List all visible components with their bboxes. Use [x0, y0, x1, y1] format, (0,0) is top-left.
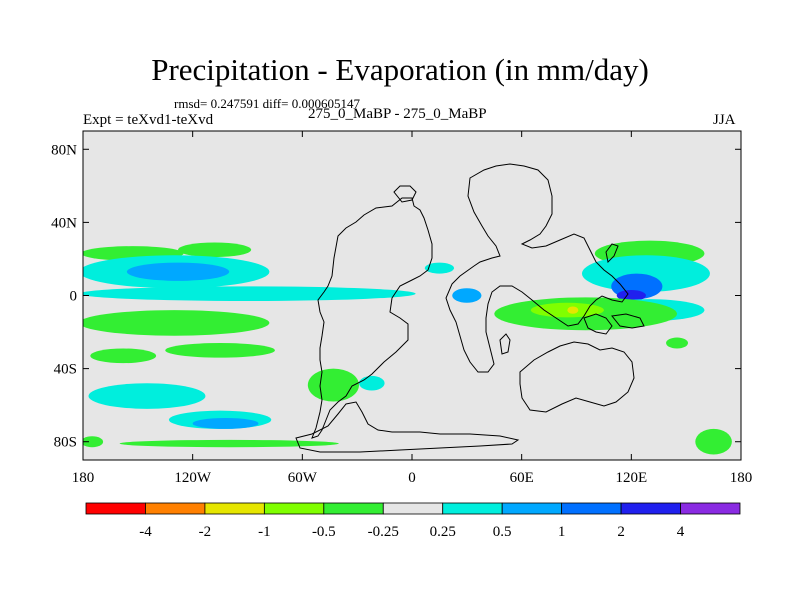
- field-region-3: [126, 262, 230, 281]
- chart-title: Precipitation - Evaporation (in mm/day): [151, 52, 649, 87]
- field-region-6: [165, 343, 275, 358]
- coastline-madagascar: [499, 333, 511, 355]
- y-tick-label-4: 80S: [54, 435, 77, 451]
- coastline-australia: [519, 341, 635, 413]
- field-region-23: [567, 306, 579, 314]
- x-tick-label-1: 120W: [174, 470, 212, 486]
- coastline-antarctica: [295, 401, 520, 453]
- colorbar-label-1: -2: [199, 524, 212, 540]
- x-tick-label-4: 60E: [510, 470, 534, 486]
- field-region-12: [307, 368, 359, 402]
- colorbar-swatch-2: [204, 502, 265, 515]
- experiment-label: Expt = teXvd1-teXvd: [83, 112, 214, 128]
- y-tick-label-3: 40S: [54, 362, 77, 378]
- field-layer: [83, 240, 732, 455]
- axis-ticks: 180 120W 60W 0 60E 120E 180 80N 40N 0 40S 80S: [51, 131, 752, 486]
- x-tick-label-3: 0: [408, 470, 416, 486]
- field-region-4: [83, 286, 416, 301]
- field-region-1: [178, 242, 252, 258]
- colorbar-swatch-0: [85, 502, 146, 515]
- colorbar-swatch-10: [680, 502, 741, 515]
- colorbar-swatch-8: [561, 502, 622, 515]
- colorbar-swatch-9: [620, 502, 681, 515]
- center-label: 275_0_MaBP - 275_0_MaBP: [308, 106, 487, 122]
- x-tick-label-0: 180: [72, 470, 95, 486]
- x-tick-label-2: 60W: [288, 470, 318, 486]
- colorbar-swatch-6: [442, 502, 503, 515]
- coastline-japan: [605, 243, 619, 264]
- colorbar-label-0: -4: [139, 524, 152, 540]
- x-tick-label-6: 180: [730, 470, 753, 486]
- y-tick-label-1: 40N: [51, 215, 77, 231]
- colorbar-label-2: -1: [258, 524, 271, 540]
- colorbar-swatch-7: [501, 502, 563, 515]
- colorbar-swatch-5: [382, 502, 444, 515]
- coastline-new-guinea: [611, 313, 645, 329]
- field-region-10: [192, 417, 259, 429]
- colorbar-label-3: -0.5: [312, 524, 336, 540]
- colorbar-swatch-4: [323, 502, 384, 515]
- field-region-24: [666, 337, 688, 349]
- colorbar-label-4: -0.25: [368, 524, 399, 540]
- colorbar-swatch-3: [263, 502, 325, 515]
- colorbar-swatch-1: [145, 502, 206, 515]
- y-tick-label-0: 80N: [51, 142, 77, 158]
- coastline-greenland: [393, 185, 417, 203]
- coastline-americas: [311, 197, 433, 439]
- colorbar-label-6: 0.5: [493, 524, 512, 540]
- colorbar-label-8: 2: [617, 524, 625, 540]
- field-region-7: [90, 348, 157, 364]
- coastline-maritime-continent: [583, 313, 613, 335]
- field-region-5: [83, 310, 270, 336]
- field-region-14: [424, 262, 455, 274]
- field-region-13: [358, 375, 385, 391]
- field-region-19: [616, 290, 646, 301]
- x-tick-label-5: 120E: [615, 470, 647, 486]
- colorbar: -4 -2 -1 -0.5 -0.25 0.25 0.5 1 2 4: [85, 502, 741, 540]
- y-tick-label-2: 0: [70, 289, 78, 305]
- stats-text: rmsd= 0.247591 diff= 0.000605147: [174, 96, 360, 111]
- coastline-eurasia-africa: [445, 163, 629, 373]
- colorbar-label-7: 1: [558, 524, 566, 540]
- field-region-8: [88, 383, 206, 409]
- colorbar-label-5: 0.25: [430, 524, 456, 540]
- coastline-layer: [295, 163, 645, 453]
- field-region-11: [119, 439, 339, 448]
- field-region-25: [695, 428, 732, 455]
- field-region-15: [452, 288, 482, 303]
- colorbar-label-9: 4: [677, 524, 685, 540]
- field-region-26: [83, 436, 104, 448]
- season-label: JJA: [713, 112, 736, 128]
